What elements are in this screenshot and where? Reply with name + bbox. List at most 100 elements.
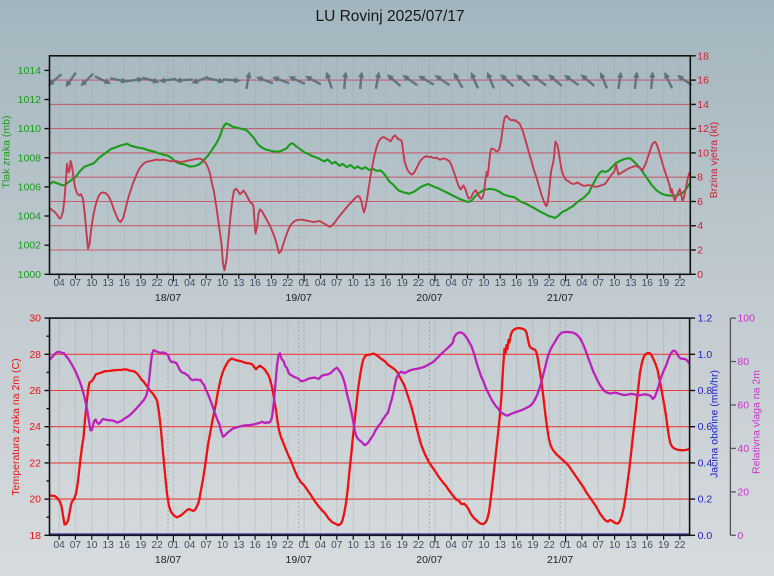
svg-text:04: 04	[315, 278, 327, 289]
svg-text:10: 10	[217, 540, 229, 551]
svg-text:16: 16	[119, 540, 131, 551]
svg-text:LU Rovinj 2025/07/17: LU Rovinj 2025/07/17	[315, 8, 464, 25]
svg-text:1012: 1012	[18, 94, 42, 106]
svg-text:13: 13	[495, 540, 507, 551]
svg-text:20/07: 20/07	[416, 554, 442, 566]
svg-text:Temperatura zraka na 2m (C): Temperatura zraka na 2m (C)	[10, 358, 22, 495]
svg-text:10: 10	[609, 540, 621, 551]
svg-text:1010: 1010	[18, 123, 42, 135]
svg-text:18/07: 18/07	[155, 554, 181, 566]
svg-text:0.0: 0.0	[698, 530, 713, 542]
svg-text:19/07: 19/07	[286, 554, 312, 566]
svg-text:22: 22	[282, 278, 294, 289]
svg-text:10: 10	[697, 147, 709, 159]
svg-text:Tlak zraka (mb): Tlak zraka (mb)	[1, 116, 13, 189]
svg-text:18: 18	[29, 530, 41, 542]
svg-text:22: 22	[413, 278, 425, 289]
svg-text:18: 18	[697, 50, 709, 62]
svg-text:0: 0	[697, 269, 703, 281]
svg-text:60: 60	[737, 400, 749, 412]
svg-text:07: 07	[200, 540, 212, 551]
svg-text:10: 10	[348, 540, 360, 551]
svg-text:16: 16	[511, 278, 523, 289]
svg-text:0.4: 0.4	[698, 457, 713, 469]
svg-text:19: 19	[266, 540, 278, 551]
svg-text:13: 13	[233, 540, 245, 551]
svg-text:21/07: 21/07	[547, 554, 573, 566]
svg-text:1006: 1006	[18, 181, 42, 193]
svg-text:01: 01	[560, 540, 572, 551]
svg-text:4: 4	[697, 220, 703, 232]
svg-text:01: 01	[429, 278, 441, 289]
svg-text:24: 24	[29, 421, 41, 433]
svg-text:04: 04	[315, 540, 327, 551]
svg-text:20: 20	[29, 494, 41, 506]
svg-text:22: 22	[413, 540, 425, 551]
svg-text:20: 20	[737, 486, 749, 498]
svg-text:07: 07	[70, 540, 82, 551]
svg-text:13: 13	[102, 278, 114, 289]
svg-text:07: 07	[200, 278, 212, 289]
svg-text:Jacina oborine (mm/hr): Jacina oborine (mm/hr)	[709, 370, 721, 478]
svg-text:0.8: 0.8	[698, 385, 713, 397]
svg-text:13: 13	[364, 278, 376, 289]
svg-text:16: 16	[642, 540, 654, 551]
svg-text:22: 22	[544, 278, 556, 289]
svg-text:0.6: 0.6	[698, 421, 713, 433]
svg-text:07: 07	[462, 540, 474, 551]
svg-text:07: 07	[462, 278, 474, 289]
svg-text:1.2: 1.2	[698, 313, 713, 325]
svg-text:16: 16	[642, 278, 654, 289]
svg-text:04: 04	[446, 540, 458, 551]
svg-text:22: 22	[151, 278, 163, 289]
svg-text:04: 04	[53, 540, 65, 551]
svg-text:13: 13	[102, 540, 114, 551]
svg-text:19: 19	[266, 278, 278, 289]
svg-text:19: 19	[397, 540, 409, 551]
svg-text:19: 19	[527, 540, 539, 551]
svg-text:04: 04	[446, 278, 458, 289]
svg-text:04: 04	[184, 540, 196, 551]
svg-text:01: 01	[560, 278, 572, 289]
svg-text:04: 04	[576, 278, 588, 289]
svg-text:8: 8	[697, 172, 703, 184]
svg-text:19: 19	[397, 278, 409, 289]
svg-text:19: 19	[658, 540, 670, 551]
svg-text:10: 10	[609, 278, 621, 289]
svg-text:18/07: 18/07	[155, 292, 181, 304]
svg-text:Relativna vlaga na 2m: Relativna vlaga na 2m	[751, 370, 763, 474]
svg-text:1014: 1014	[18, 65, 42, 77]
svg-text:12: 12	[697, 123, 709, 135]
svg-text:1008: 1008	[18, 152, 42, 164]
svg-text:19: 19	[658, 278, 670, 289]
svg-text:16: 16	[249, 278, 261, 289]
svg-text:07: 07	[593, 540, 605, 551]
svg-text:1000: 1000	[18, 269, 42, 281]
svg-text:16: 16	[697, 75, 709, 87]
svg-text:80: 80	[737, 356, 749, 368]
svg-text:10: 10	[478, 540, 490, 551]
svg-text:20/07: 20/07	[416, 292, 442, 304]
svg-text:28: 28	[29, 349, 41, 361]
svg-text:22: 22	[151, 540, 163, 551]
svg-text:0.2: 0.2	[698, 494, 713, 506]
svg-text:07: 07	[331, 278, 343, 289]
svg-text:04: 04	[576, 540, 588, 551]
svg-text:22: 22	[674, 540, 686, 551]
svg-text:14: 14	[697, 99, 709, 111]
svg-text:07: 07	[331, 540, 343, 551]
svg-text:26: 26	[29, 385, 41, 397]
svg-text:19: 19	[527, 278, 539, 289]
svg-text:04: 04	[53, 278, 65, 289]
svg-text:2: 2	[697, 245, 703, 257]
svg-text:01: 01	[168, 278, 180, 289]
svg-text:0: 0	[737, 530, 743, 542]
svg-text:19: 19	[135, 540, 147, 551]
svg-text:10: 10	[86, 540, 98, 551]
svg-text:16: 16	[119, 278, 131, 289]
svg-text:19/07: 19/07	[286, 292, 312, 304]
svg-text:13: 13	[233, 278, 245, 289]
svg-text:22: 22	[282, 540, 294, 551]
svg-text:30: 30	[29, 313, 41, 325]
svg-text:13: 13	[625, 540, 637, 551]
